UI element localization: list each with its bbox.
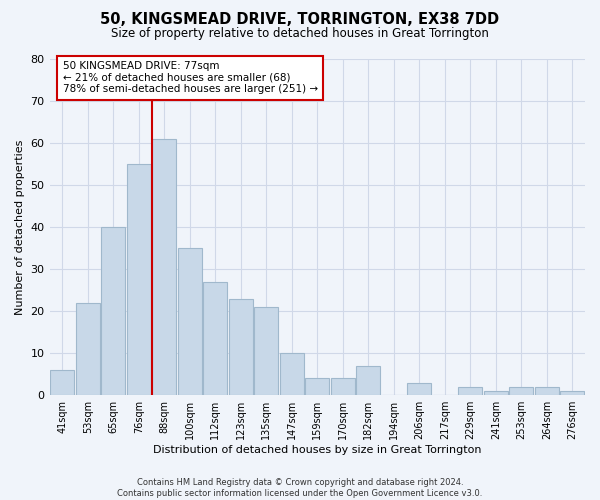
Bar (560, 391, 584, 395)
Bar (178, 248, 202, 395)
Text: Contains HM Land Registry data © Crown copyright and database right 2024.
Contai: Contains HM Land Registry data © Crown c… (118, 478, 482, 498)
Bar (535, 387, 559, 395)
Bar (305, 378, 329, 395)
X-axis label: Distribution of detached houses by size in Great Torrington: Distribution of detached houses by size … (153, 445, 482, 455)
Text: Size of property relative to detached houses in Great Torrington: Size of property relative to detached ho… (111, 28, 489, 40)
Bar (254, 307, 278, 395)
Bar (101, 227, 125, 395)
Bar (203, 282, 227, 395)
Bar (331, 378, 355, 395)
Bar (280, 353, 304, 395)
Bar (458, 387, 482, 395)
Bar (152, 139, 176, 395)
Y-axis label: Number of detached properties: Number of detached properties (15, 140, 25, 315)
Bar (407, 382, 431, 395)
Text: 50, KINGSMEAD DRIVE, TORRINGTON, EX38 7DD: 50, KINGSMEAD DRIVE, TORRINGTON, EX38 7D… (100, 12, 500, 28)
Bar (76, 303, 100, 395)
Bar (484, 391, 508, 395)
Text: 50 KINGSMEAD DRIVE: 77sqm
← 21% of detached houses are smaller (68)
78% of semi-: 50 KINGSMEAD DRIVE: 77sqm ← 21% of detac… (62, 61, 317, 94)
Bar (509, 387, 533, 395)
Bar (356, 366, 380, 395)
Bar (229, 298, 253, 395)
Bar (50, 370, 74, 395)
Bar (127, 164, 151, 395)
